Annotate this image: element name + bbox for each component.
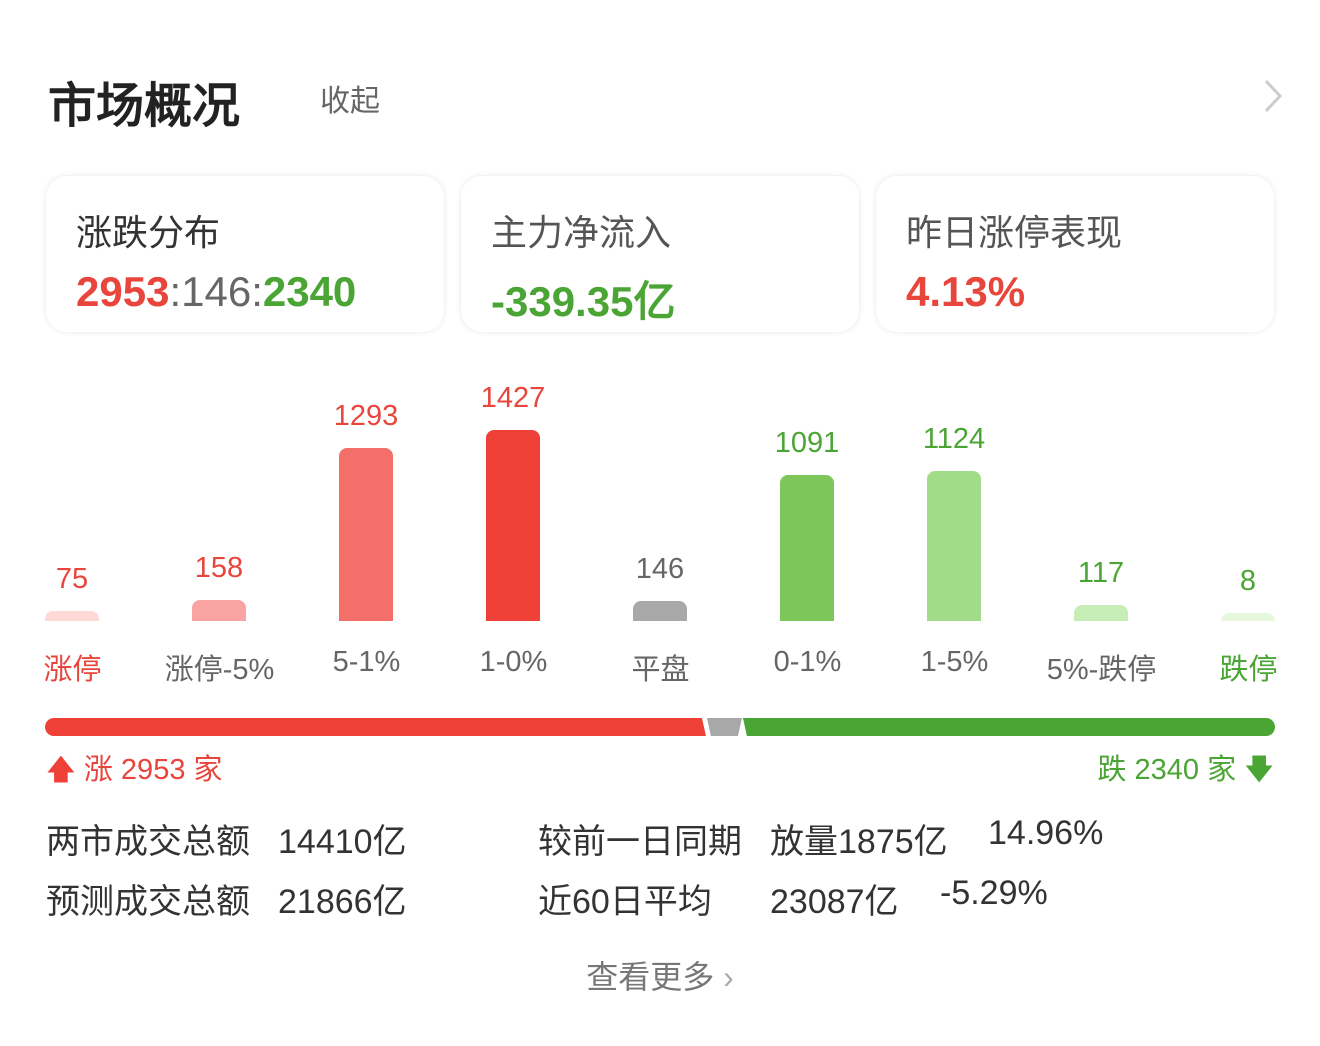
bar-6 bbox=[927, 470, 981, 621]
bar-1 bbox=[192, 599, 246, 621]
card-label: 主力净流入 bbox=[491, 212, 672, 253]
chevron-right-icon[interactable] bbox=[1258, 78, 1288, 114]
up-label: 涨 2953 家 bbox=[83, 754, 223, 786]
breadth-progress-bar bbox=[45, 718, 1275, 736]
chevron-right-icon: › bbox=[723, 959, 734, 995]
forecast-label: 预测成交总额 bbox=[46, 883, 250, 921]
distribution-chart: 75 涨停 158 涨停-5% 1293 5-1% 1427 1-0% 146 平盘 1091 0-1… bbox=[0, 380, 1320, 700]
bar-8 bbox=[1221, 613, 1275, 621]
card-breadth[interactable]: 涨跌分布 2953:146:2340 bbox=[45, 175, 445, 333]
avg-value: 23087亿 bbox=[770, 883, 899, 921]
card-limitup-performance[interactable]: 昨日涨停表现 4.13% bbox=[875, 175, 1275, 333]
bar-value-label: 1091 bbox=[774, 426, 840, 459]
compare-label: 较前一日同期 bbox=[538, 823, 742, 861]
bar-value-label: 75 bbox=[55, 562, 89, 595]
flat-count: 146 bbox=[181, 268, 252, 315]
category-label: 涨停-5% bbox=[164, 654, 275, 686]
down-summary: 跌 2340 家 🡇 bbox=[1097, 746, 1274, 798]
bar-value-label: 117 bbox=[1077, 557, 1125, 590]
sep: : bbox=[251, 268, 263, 315]
down-segment bbox=[742, 718, 1275, 736]
up-summary: 🡅 涨 2953 家 bbox=[46, 746, 223, 798]
bar-5 bbox=[780, 474, 834, 621]
up-count: 2953 bbox=[76, 268, 170, 315]
view-more-link[interactable]: 查看更多 › bbox=[0, 952, 1320, 998]
category-label: 0-1% bbox=[773, 646, 842, 678]
up-segment bbox=[45, 718, 706, 736]
bar-value-label: 1124 bbox=[922, 422, 986, 455]
bar-value-label: 146 bbox=[635, 553, 685, 586]
bar-2 bbox=[339, 447, 393, 621]
category-label: 5%-跌停 bbox=[1046, 654, 1157, 686]
arrow-down-icon: 🡇 bbox=[1244, 754, 1274, 786]
category-label: 平盘 bbox=[631, 654, 690, 686]
bar-0 bbox=[45, 610, 99, 621]
breadth-ratio: 2953:146:2340 bbox=[76, 268, 356, 316]
compare-pct: 14.96% bbox=[988, 814, 1104, 852]
total-turnover-label: 两市成交总额 bbox=[46, 823, 250, 861]
category-label: 1-0% bbox=[479, 646, 548, 678]
category-label: 跌停 bbox=[1219, 654, 1278, 686]
bar-7 bbox=[1074, 605, 1128, 621]
down-label: 跌 2340 家 bbox=[1097, 754, 1237, 786]
bar-value-label: 8 bbox=[1239, 565, 1257, 597]
avg-label: 近60日平均 bbox=[538, 883, 712, 921]
total-turnover-value: 14410亿 bbox=[278, 823, 407, 861]
forecast-value: 21866亿 bbox=[278, 883, 407, 921]
flat-segment bbox=[706, 718, 742, 736]
compare-value: 放量1875亿 bbox=[770, 823, 948, 861]
collapse-button[interactable]: 收起 bbox=[320, 85, 380, 118]
card-label: 昨日涨停表现 bbox=[906, 212, 1123, 253]
bar-value-label: 1427 bbox=[480, 382, 546, 414]
card-label: 涨跌分布 bbox=[76, 212, 221, 253]
sep: : bbox=[169, 268, 182, 315]
bar-3 bbox=[486, 430, 540, 621]
down-count: 2340 bbox=[262, 268, 357, 315]
category-label: 涨停 bbox=[43, 654, 102, 686]
avg-pct: -5.29% bbox=[940, 874, 1048, 912]
bar-4 bbox=[633, 601, 687, 621]
category-label: 1-5% bbox=[920, 646, 989, 678]
arrow-up-icon: 🡅 bbox=[46, 754, 76, 786]
page-title: 市场概况 bbox=[48, 80, 241, 133]
card-value: 4.13% bbox=[906, 268, 1026, 315]
card-main-inflow[interactable]: 主力净流入 -339.35亿 bbox=[460, 175, 860, 333]
category-label: 5-1% bbox=[332, 646, 401, 678]
bar-value-label: 158 bbox=[194, 551, 244, 584]
bar-value-label: 1293 bbox=[333, 399, 399, 432]
view-more-label: 查看更多 bbox=[586, 959, 715, 995]
card-value: -339.35亿 bbox=[491, 278, 676, 325]
